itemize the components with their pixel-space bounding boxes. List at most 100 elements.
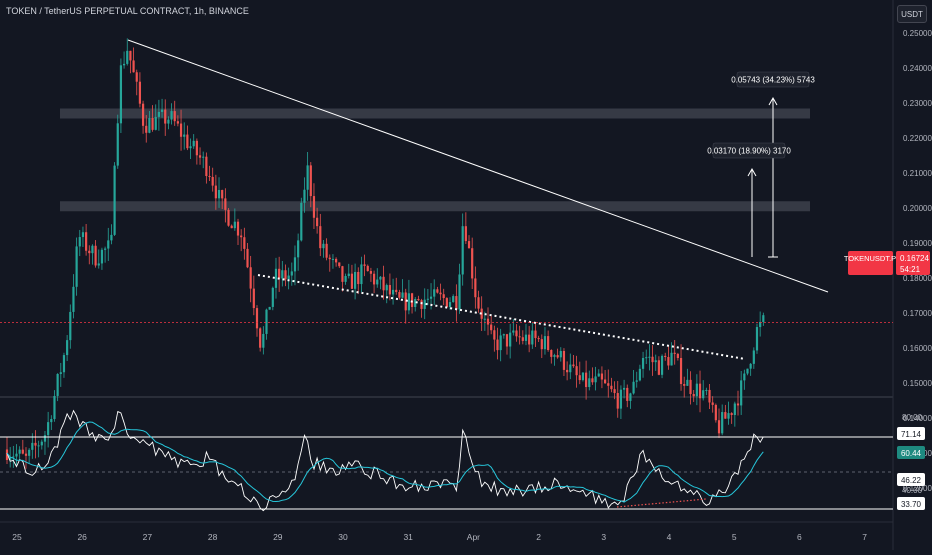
price-tick: 0.15000 bbox=[903, 379, 932, 388]
candle bbox=[94, 240, 97, 268]
candle bbox=[306, 152, 309, 201]
support-trendline[interactable] bbox=[257, 274, 746, 360]
candle bbox=[344, 273, 347, 285]
candle bbox=[524, 323, 528, 346]
time-tick: 6 bbox=[797, 532, 802, 542]
candle bbox=[452, 294, 455, 303]
candle bbox=[585, 360, 588, 400]
candle bbox=[104, 246, 107, 263]
candle bbox=[414, 296, 417, 312]
candle bbox=[167, 116, 170, 130]
candle bbox=[692, 389, 695, 402]
candle bbox=[727, 401, 730, 425]
rsi-badge-label: 33.70 bbox=[901, 500, 922, 509]
candle bbox=[243, 227, 246, 260]
candle bbox=[651, 345, 654, 376]
time-tick: 5 bbox=[732, 532, 737, 542]
price-tick: 0.18000 bbox=[903, 274, 932, 283]
candle bbox=[426, 288, 429, 306]
candle bbox=[673, 340, 676, 365]
price-badge-countdown: 54:21 bbox=[900, 265, 921, 274]
candle bbox=[477, 290, 480, 313]
candle bbox=[632, 369, 635, 395]
candle bbox=[404, 288, 407, 324]
candle bbox=[325, 238, 328, 261]
candle bbox=[676, 352, 679, 361]
candle bbox=[303, 177, 306, 213]
candle bbox=[448, 297, 452, 310]
candle bbox=[458, 263, 461, 314]
candle bbox=[271, 286, 274, 311]
time-tick: 31 bbox=[403, 532, 413, 542]
candle bbox=[119, 58, 123, 133]
candle bbox=[259, 327, 262, 352]
candle bbox=[240, 229, 243, 252]
upper-target-label: 0.05743 (34.23%) 5743 bbox=[731, 76, 815, 85]
price-badge-value-bg bbox=[896, 251, 930, 275]
candle bbox=[550, 349, 553, 364]
price-tick: 0.22000 bbox=[903, 134, 932, 143]
rsi-badge-bg bbox=[897, 446, 925, 459]
candle bbox=[353, 263, 357, 300]
candle bbox=[641, 351, 645, 378]
candle bbox=[72, 274, 75, 319]
candle bbox=[594, 366, 597, 391]
currency-button[interactable]: USDT bbox=[897, 5, 927, 23]
time-tick: 27 bbox=[143, 532, 153, 542]
candle bbox=[18, 446, 21, 459]
resistance-zone bbox=[60, 201, 810, 212]
candle bbox=[338, 262, 341, 269]
candle bbox=[274, 257, 278, 299]
candle bbox=[401, 279, 404, 299]
candle bbox=[202, 151, 205, 169]
candle bbox=[110, 224, 113, 245]
time-tick: 25 bbox=[12, 532, 22, 542]
lower-target-label: 0.03170 (18.90%) 3170 bbox=[707, 147, 791, 156]
candle bbox=[575, 355, 578, 388]
candle bbox=[28, 448, 31, 464]
candle bbox=[391, 278, 395, 305]
time-tick: 2 bbox=[536, 532, 541, 542]
candle bbox=[660, 354, 664, 379]
candle bbox=[654, 354, 657, 371]
candle bbox=[569, 353, 572, 380]
candle bbox=[553, 353, 556, 366]
rsi-pane bbox=[0, 409, 893, 512]
candle bbox=[749, 363, 752, 376]
candle bbox=[528, 326, 531, 353]
candle bbox=[208, 165, 211, 182]
candle bbox=[708, 384, 711, 409]
candle bbox=[211, 167, 214, 192]
candle bbox=[126, 38, 129, 66]
candle bbox=[78, 229, 81, 257]
lower-target-label-bg bbox=[712, 142, 786, 159]
rsi-badge-label: 60.44 bbox=[901, 449, 922, 458]
candle bbox=[711, 396, 714, 413]
candle bbox=[56, 373, 59, 402]
price-badge-price: 0.16724 bbox=[900, 254, 929, 263]
candle bbox=[50, 415, 53, 430]
candle bbox=[645, 349, 648, 365]
candle bbox=[591, 367, 594, 385]
candle bbox=[75, 237, 78, 296]
candle bbox=[179, 109, 183, 151]
candle bbox=[205, 152, 208, 184]
candle bbox=[603, 369, 607, 384]
candle bbox=[559, 347, 562, 362]
candle bbox=[246, 243, 249, 269]
candle bbox=[157, 99, 160, 131]
candle bbox=[698, 370, 702, 413]
candle bbox=[518, 325, 521, 345]
candle bbox=[717, 408, 721, 439]
candle bbox=[382, 265, 385, 300]
rsi-badge-label: 71.14 bbox=[901, 430, 922, 439]
descending-trendline[interactable] bbox=[127, 39, 829, 293]
candle bbox=[657, 356, 660, 376]
candle bbox=[284, 264, 287, 287]
time-tick: 30 bbox=[338, 532, 348, 542]
candle bbox=[145, 115, 148, 143]
candle bbox=[626, 384, 629, 408]
candle bbox=[686, 368, 689, 386]
